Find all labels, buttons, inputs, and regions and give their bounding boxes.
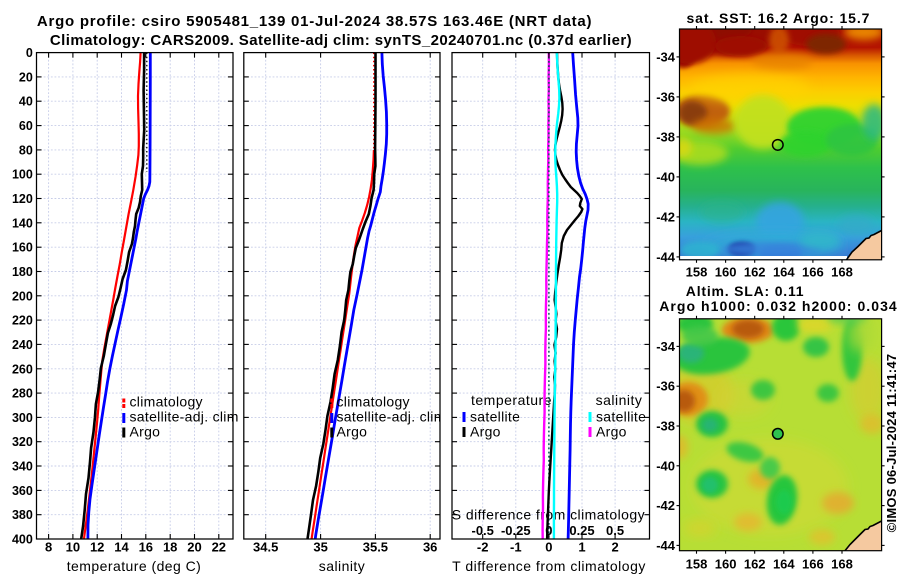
svg-text:satellite: satellite (596, 409, 646, 425)
svg-text:satellite-adj. clim: satellite-adj. clim (130, 409, 239, 425)
svg-text:0: 0 (545, 523, 552, 538)
svg-text:Argo: Argo (130, 424, 161, 440)
svg-text:satellite-adj. clim: satellite-adj. clim (337, 409, 446, 425)
svg-text:166: 166 (802, 265, 824, 280)
svg-text:380: 380 (12, 508, 33, 522)
svg-text:1: 1 (578, 540, 585, 555)
svg-text:200: 200 (12, 289, 33, 303)
svg-text:12: 12 (90, 540, 104, 555)
svg-text:20: 20 (19, 70, 33, 84)
svg-text:168: 168 (831, 557, 853, 572)
svg-text:Argo: Argo (337, 424, 368, 440)
svg-text:temperature: temperature (471, 392, 552, 408)
svg-text:80: 80 (19, 143, 33, 157)
svg-text:180: 180 (12, 265, 33, 279)
svg-text:35: 35 (313, 540, 327, 555)
svg-text:Argo: Argo (596, 424, 627, 440)
svg-text:158: 158 (686, 265, 708, 280)
svg-text:400: 400 (12, 533, 33, 547)
svg-text:35.5: 35.5 (363, 540, 388, 555)
svg-text:320: 320 (12, 435, 33, 449)
svg-text:Argo h1000: 0.032 h2000: 0.034: Argo h1000: 0.032 h2000: 0.034 (659, 298, 898, 314)
svg-text:220: 220 (12, 314, 33, 328)
svg-text:-1: -1 (510, 540, 522, 555)
svg-text:Climatology: CARS2009. Satelli: Climatology: CARS2009. Satellite-adj cli… (50, 32, 632, 49)
svg-text:0: 0 (26, 46, 33, 60)
svg-text:22: 22 (212, 540, 226, 555)
svg-text:-40: -40 (656, 458, 675, 473)
svg-text:36: 36 (423, 540, 437, 555)
svg-text:T difference from climatology: T difference from climatology (452, 558, 646, 574)
svg-text:-0.25: -0.25 (501, 523, 531, 538)
svg-text:160: 160 (715, 265, 737, 280)
svg-text:climatology: climatology (337, 394, 410, 410)
svg-text:164: 164 (773, 265, 795, 280)
svg-text:Argo: Argo (470, 424, 501, 440)
svg-text:Argo profile: csiro 5905481_13: Argo profile: csiro 5905481_139 01-Jul-2… (37, 13, 592, 30)
svg-text:260: 260 (12, 362, 33, 376)
svg-text:©IMOS 06-Jul-2024 11:41:47: ©IMOS 06-Jul-2024 11:41:47 (884, 354, 899, 533)
svg-text:100: 100 (12, 168, 33, 182)
svg-text:-44: -44 (656, 249, 676, 264)
svg-text:2: 2 (611, 540, 618, 555)
svg-text:0: 0 (545, 540, 552, 555)
svg-text:40: 40 (19, 95, 33, 109)
svg-text:-34: -34 (656, 49, 676, 64)
svg-text:160: 160 (715, 557, 737, 572)
svg-text:-44: -44 (656, 538, 676, 553)
svg-text:168: 168 (831, 265, 853, 280)
svg-text:0.25: 0.25 (569, 523, 594, 538)
svg-text:16: 16 (139, 540, 153, 555)
svg-text:sat. SST: 16.2 Argo: 15.7: sat. SST: 16.2 Argo: 15.7 (686, 10, 870, 26)
svg-text:satellite: satellite (470, 409, 520, 425)
svg-text:-38: -38 (656, 419, 675, 434)
svg-text:temperature (deg C): temperature (deg C) (67, 558, 202, 574)
svg-text:60: 60 (19, 119, 33, 133)
svg-text:-36: -36 (656, 89, 675, 104)
svg-text:162: 162 (744, 557, 766, 572)
svg-text:-0.5: -0.5 (471, 523, 493, 538)
svg-text:-42: -42 (656, 209, 675, 224)
svg-text:166: 166 (802, 557, 824, 572)
svg-text:162: 162 (744, 265, 766, 280)
svg-text:18: 18 (163, 540, 177, 555)
svg-text:140: 140 (12, 216, 33, 230)
svg-text:14: 14 (114, 540, 129, 555)
svg-text:120: 120 (12, 192, 33, 206)
svg-text:climatology: climatology (130, 394, 203, 410)
svg-text:-38: -38 (656, 129, 675, 144)
svg-text:8: 8 (45, 540, 52, 555)
svg-text:0.5: 0.5 (606, 523, 624, 538)
svg-text:10: 10 (66, 540, 80, 555)
svg-text:34.5: 34.5 (253, 540, 278, 555)
svg-text:164: 164 (773, 557, 795, 572)
svg-text:280: 280 (12, 387, 33, 401)
svg-text:20: 20 (187, 540, 201, 555)
svg-text:-34: -34 (656, 339, 676, 354)
svg-text:-42: -42 (656, 498, 675, 513)
svg-text:Altim. SLA: 0.11: Altim. SLA: 0.11 (686, 283, 805, 299)
svg-text:-36: -36 (656, 379, 675, 394)
svg-text:salinity: salinity (596, 392, 643, 408)
svg-text:-40: -40 (656, 169, 675, 184)
svg-text:-2: -2 (477, 540, 489, 555)
svg-text:360: 360 (12, 484, 33, 498)
svg-text:240: 240 (12, 338, 33, 352)
svg-text:salinity: salinity (319, 558, 365, 574)
svg-text:340: 340 (12, 460, 33, 474)
svg-text:158: 158 (686, 557, 708, 572)
svg-text:160: 160 (12, 241, 33, 255)
svg-text:300: 300 (12, 411, 33, 425)
